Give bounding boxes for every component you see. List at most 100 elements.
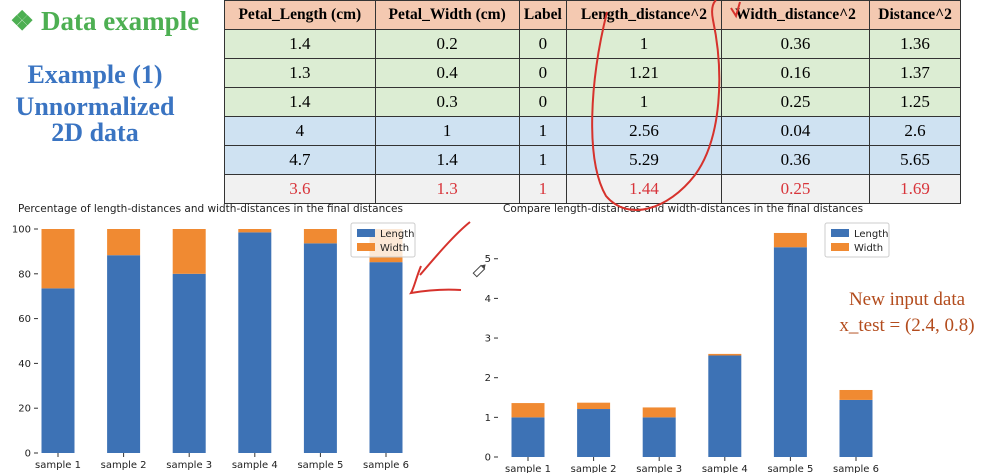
table-header-cell: Length_distance^2 bbox=[566, 0, 722, 30]
chart1-y-tick-label: 40 bbox=[18, 359, 31, 370]
table-cell: 0 bbox=[518, 58, 568, 88]
data-table: Petal_Length (cm) Petal_Width (cm) Label… bbox=[224, 0, 961, 204]
table-cell: 0 bbox=[518, 29, 568, 59]
chart2-bar-width bbox=[577, 402, 611, 410]
chart1-bar-width bbox=[303, 229, 337, 244]
chart1-y-tick-label: 0 bbox=[25, 449, 31, 460]
chart1-x-tick-label: sample 2 bbox=[101, 460, 147, 471]
chart1-x-tick-label: sample 4 bbox=[232, 460, 278, 471]
table-cell: 0.16 bbox=[720, 58, 871, 88]
chart2-bar-width bbox=[773, 232, 807, 248]
table-cell: 1.69 bbox=[869, 174, 961, 204]
table-cell: 1.25 bbox=[869, 87, 961, 117]
chart1-bar-length bbox=[369, 262, 403, 453]
table-row: 1.4 0.3 0 1 0.25 1.25 bbox=[224, 87, 961, 117]
chart2-bar-length bbox=[577, 409, 611, 457]
table-cell: 0.25 bbox=[720, 87, 871, 117]
table-header-cell: Petal_Width (cm) bbox=[374, 0, 520, 30]
table-cell: 1.3 bbox=[224, 58, 376, 88]
red-arrow-shaft-annotation bbox=[419, 221, 471, 276]
table-cell: 1.4 bbox=[224, 87, 376, 117]
table-cell: 3.6 bbox=[224, 174, 376, 204]
table-cell: 1 bbox=[518, 145, 568, 175]
table-cell: 1 bbox=[518, 174, 568, 204]
new-input-line2: x_test = (2.4, 0.8) bbox=[839, 315, 975, 336]
table-cell: 1 bbox=[566, 29, 722, 59]
chart2-legend-label: Length bbox=[854, 229, 889, 240]
table-cell: 0.25 bbox=[720, 174, 871, 204]
red-arrow-head-annotation bbox=[409, 265, 462, 295]
chart2-x-tick-label: sample 2 bbox=[571, 464, 617, 473]
table-cell: 0.04 bbox=[720, 116, 871, 146]
table-cell: 1.3 bbox=[374, 174, 520, 204]
chart2-y-tick-label: 5 bbox=[485, 254, 491, 265]
chart1-x-tick-label: sample 5 bbox=[297, 460, 343, 471]
table-cell: 0.4 bbox=[374, 58, 520, 88]
chart1-bar-length bbox=[107, 255, 141, 453]
chart1-bar-length bbox=[172, 273, 206, 453]
new-input-line1: New input data bbox=[848, 289, 966, 310]
chart2-bar-width bbox=[642, 407, 676, 418]
chart2-x-tick-label: sample 5 bbox=[767, 464, 813, 473]
table-cell: 1.44 bbox=[566, 174, 722, 204]
chart2-x-tick-label: sample 4 bbox=[702, 464, 748, 473]
chart1-bar-length bbox=[238, 232, 272, 453]
chart1-y-tick-label: 80 bbox=[18, 269, 31, 280]
chart1-x-tick-label: sample 6 bbox=[363, 460, 409, 471]
table-cell: 1 bbox=[518, 116, 568, 146]
chart2-title: Compare length-distances and width-dista… bbox=[503, 203, 864, 215]
chart1-bar-width bbox=[41, 229, 75, 289]
table-cell: 0.3 bbox=[374, 87, 520, 117]
section-title: ❖ Data example bbox=[10, 6, 200, 36]
example-subtitle: Unnormalized 2D data bbox=[0, 94, 190, 146]
table-header-cell: Width_distance^2 bbox=[720, 0, 871, 30]
chart1-legend-label: Width bbox=[380, 243, 409, 254]
chart1-bar-width bbox=[238, 229, 272, 233]
chart2-x-tick-label: sample 1 bbox=[505, 464, 551, 473]
chart2-bar-length bbox=[839, 399, 873, 457]
chart1-y-tick-label: 100 bbox=[12, 225, 31, 236]
table-cell: 1.37 bbox=[869, 58, 961, 88]
chart2-y-tick-label: 4 bbox=[485, 294, 491, 305]
chart1-bar-width bbox=[107, 229, 141, 256]
chart2-y-tick-label: 0 bbox=[485, 453, 491, 464]
chart1-bar-length bbox=[303, 243, 337, 453]
chart2-x-tick-label: sample 3 bbox=[636, 464, 682, 473]
chart2-legend-swatch bbox=[831, 243, 849, 251]
table-cell: 2.6 bbox=[869, 116, 961, 146]
chart1-title: Percentage of length-distances and width… bbox=[18, 203, 403, 215]
table-cell: 1.4 bbox=[224, 29, 376, 59]
chart2-bar-length bbox=[511, 417, 545, 457]
red-check-annotation bbox=[730, 1, 741, 19]
chart2-bar-length bbox=[642, 417, 676, 457]
table-header-cell: Label bbox=[518, 0, 568, 30]
chart1-bar-width bbox=[172, 229, 206, 274]
table-header-cell: Distance^2 bbox=[869, 0, 961, 30]
table-row: 4.7 1.4 1 5.29 0.36 5.65 bbox=[224, 145, 961, 175]
table-cell: 0 bbox=[518, 87, 568, 117]
chart2-legend-swatch bbox=[831, 229, 849, 237]
chart1-x-tick-label: sample 1 bbox=[35, 460, 81, 471]
chart2-x-tick-label: sample 6 bbox=[833, 464, 879, 473]
table-cell: 1 bbox=[374, 116, 520, 146]
chart1-legend-swatch bbox=[357, 243, 375, 251]
example-title: Example (1) bbox=[27, 60, 163, 89]
table-cell: 0.36 bbox=[720, 145, 871, 175]
table-cell: 1.21 bbox=[566, 58, 722, 88]
chart2-bar-length bbox=[708, 355, 742, 457]
table-header-row: Petal_Length (cm) Petal_Width (cm) Label… bbox=[224, 0, 961, 30]
table-cell: 1.36 bbox=[869, 29, 961, 59]
chart1-legend-label: Length bbox=[380, 229, 415, 240]
chart2-legend-label: Width bbox=[854, 243, 883, 254]
red-ellipse-annotation bbox=[591, 0, 721, 212]
distance-stacked-bar-chart: 0 1 2 3 4 5 sample 1 sample 2 sample 3 sample 4 sa… bbox=[485, 222, 890, 473]
table-cell: 5.29 bbox=[566, 145, 722, 175]
chart1-y-tick-label: 60 bbox=[18, 314, 31, 325]
table-cell: 4 bbox=[224, 116, 376, 146]
chart1-bar-length bbox=[41, 288, 75, 453]
percentage-stacked-bar-chart: 0 20 40 60 80 100 sample 1 sample 2 sample 3 samp… bbox=[12, 222, 416, 471]
chart2-bar-width bbox=[511, 403, 545, 418]
chart1-y-tick-label: 20 bbox=[18, 404, 31, 415]
chart2-y-tick-label: 2 bbox=[485, 373, 491, 384]
